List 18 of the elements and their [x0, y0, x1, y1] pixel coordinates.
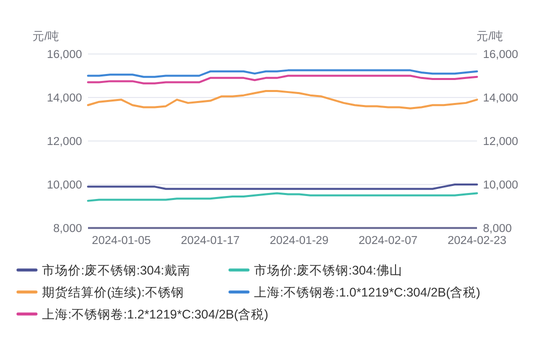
y-tick-label: 12,000 — [46, 136, 82, 148]
y2-tick-label: 14,000 — [483, 92, 518, 104]
y-tick-label: 10,000 — [46, 180, 82, 192]
x-tick-label: 2024-02-23 — [448, 235, 506, 247]
legend-label: 期货结算价(连续):不锈钢 — [42, 286, 184, 300]
y-tick-label: 14,000 — [46, 92, 82, 104]
x-tick-label: 2024-02-07 — [358, 235, 418, 247]
x-tick-label: 2024-01-29 — [270, 235, 329, 247]
y-axis-title: 元/吨 — [32, 30, 60, 43]
y2-tick-label: 12,000 — [483, 136, 518, 148]
y2-tick-label: 8,000 — [483, 223, 512, 235]
y2-axis-title: 元/吨 — [476, 30, 504, 43]
x-tick-label: 2024-01-05 — [92, 235, 151, 247]
y2-tick-label: 10,000 — [483, 180, 518, 192]
y-tick-label: 8,000 — [53, 223, 82, 235]
y2-tick-label: 16,000 — [483, 49, 518, 61]
y-tick-label: 16,000 — [46, 49, 82, 61]
x-tick-label: 2024-01-17 — [180, 235, 240, 247]
